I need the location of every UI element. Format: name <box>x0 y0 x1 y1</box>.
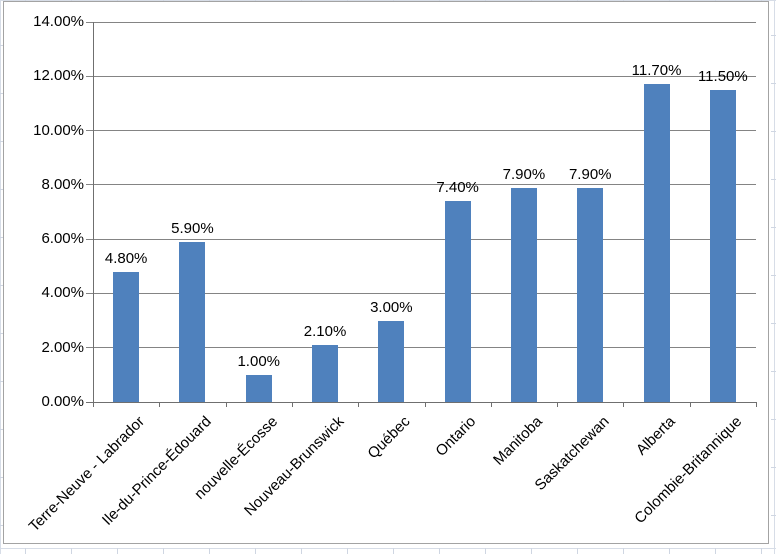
category-axis-label: Québec <box>364 413 414 463</box>
y-axis-tick-label: 2.00% <box>41 338 84 356</box>
x-axis-tick <box>93 402 94 407</box>
worksheet-gridline <box>393 548 394 554</box>
worksheet-gridline <box>255 548 256 554</box>
worksheet-gridline <box>669 548 670 554</box>
bar[interactable] <box>179 241 206 402</box>
bar-data-label: 11.50% <box>697 67 748 85</box>
worksheet-gridline <box>623 548 624 554</box>
category-axis-label: Ile-du-Prince-Édouard <box>98 413 215 529</box>
worksheet-gridline <box>0 285 3 286</box>
x-axis-tick <box>291 402 293 407</box>
worksheet-gridline <box>771 515 776 516</box>
worksheet-gridline <box>485 548 486 554</box>
worksheet-gridline <box>771 83 776 84</box>
worksheet-gridline <box>771 227 776 228</box>
bar-data-label: 1.00% <box>237 352 281 370</box>
y-gridline <box>86 238 756 240</box>
bar-data-label: 11.70% <box>631 62 682 80</box>
worksheet-gridline <box>209 548 210 554</box>
x-axis-tick <box>557 402 559 407</box>
worksheet-gridline <box>0 0 776 1</box>
x-axis-tick <box>756 402 757 407</box>
bar-data-label: 5.90% <box>171 219 214 237</box>
worksheet-gridline <box>0 0 1 554</box>
worksheet-gridline <box>0 93 3 94</box>
worksheet-gridline <box>771 131 776 132</box>
y-gridline <box>86 292 756 294</box>
y-gridline <box>86 347 756 349</box>
worksheet-gridline <box>0 525 3 526</box>
x-axis-tick <box>159 402 161 407</box>
worksheet-gridline <box>0 141 3 142</box>
worksheet-gridline <box>25 548 26 554</box>
worksheet-gridline <box>771 323 776 324</box>
bar[interactable] <box>378 320 405 402</box>
bar-data-label: 4.80% <box>104 249 148 267</box>
worksheet-gridline <box>531 548 532 554</box>
worksheet-gridline <box>0 189 3 190</box>
bar[interactable] <box>577 187 604 402</box>
y-axis-tick-label: 4.00% <box>41 284 84 302</box>
y-axis-tick-label: 14.00% <box>33 13 84 30</box>
category-axis-label: Manitoba <box>490 413 546 469</box>
x-axis-tick <box>358 402 360 407</box>
y-gridline <box>86 75 756 77</box>
x-axis-line <box>86 401 756 403</box>
worksheet-gridline <box>163 548 164 554</box>
worksheet-gridline <box>771 275 776 276</box>
y-axis-line <box>93 22 94 402</box>
worksheet-gridline <box>771 35 776 36</box>
worksheet-gridline <box>347 548 348 554</box>
y-axis-tick-label: 10.00% <box>33 121 84 139</box>
worksheet-gridline <box>715 548 716 554</box>
x-axis-tick <box>424 402 426 407</box>
x-axis-tick <box>689 402 691 407</box>
y-gridline <box>86 130 756 132</box>
worksheet-gridline <box>771 419 776 420</box>
y-axis-tick-label: 12.00% <box>33 67 84 85</box>
worksheet-gridline <box>71 548 72 554</box>
worksheet-gridline <box>0 381 3 382</box>
worksheet-gridline <box>761 548 762 554</box>
y-gridline <box>86 21 756 23</box>
worksheet-gridline <box>771 467 776 468</box>
category-axis-label: Terre-Neuve - Labrador <box>25 413 149 536</box>
y-gridline <box>86 184 756 186</box>
worksheet-gridline <box>577 548 578 554</box>
bar[interactable] <box>510 187 537 402</box>
bar[interactable] <box>245 374 272 402</box>
y-axis-tick-label: 6.00% <box>41 230 84 248</box>
y-axis-tick-label: 8.00% <box>41 175 84 193</box>
bar[interactable] <box>444 201 471 402</box>
category-axis-label: Alberta <box>632 413 679 459</box>
worksheet-gridline <box>774 0 775 554</box>
worksheet-gridline <box>771 371 776 372</box>
worksheet-gridline <box>301 548 302 554</box>
y-axis-tick-label: 0.00% <box>41 393 84 410</box>
bar-data-label: 3.00% <box>370 298 413 316</box>
bar[interactable] <box>113 271 140 402</box>
worksheet-gridline <box>0 477 3 478</box>
bar-data-label: 7.90% <box>502 165 546 183</box>
worksheet-gridline <box>0 548 776 549</box>
worksheet-gridline <box>0 429 3 430</box>
x-axis-tick <box>490 402 492 407</box>
x-axis-tick <box>225 402 227 407</box>
bar-data-label: 7.40% <box>436 179 479 197</box>
bar[interactable] <box>643 84 670 402</box>
bar-data-label: 2.10% <box>303 323 347 340</box>
worksheet-gridline <box>0 237 3 238</box>
bar[interactable] <box>709 89 736 402</box>
worksheet-gridline <box>0 333 3 334</box>
worksheet-gridline <box>439 548 440 554</box>
bar-data-label: 7.90% <box>568 165 612 183</box>
category-axis-label: Ontario <box>432 413 480 460</box>
worksheet-gridline <box>771 179 776 180</box>
bar[interactable] <box>312 345 339 402</box>
worksheet-gridline <box>0 45 3 46</box>
worksheet-gridline <box>117 548 118 554</box>
x-axis-tick <box>623 402 625 407</box>
